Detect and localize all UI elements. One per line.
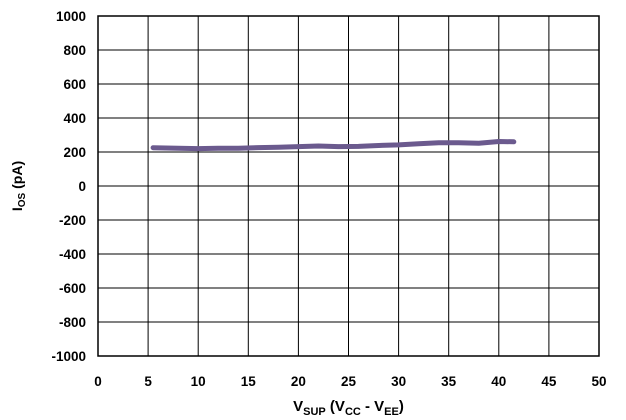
y-tick-label: 200 [63,145,86,160]
x-tick-label: 40 [491,374,506,389]
y-tick-label: 800 [63,43,86,58]
y-tick-label: -800 [59,315,86,330]
y-tick-label: 1000 [56,9,86,24]
x-tick-label: 25 [341,374,357,389]
y-tick-labels: 1000 800 600 400 200 0 -200 -400 -600 -800 -1000 [51,9,86,364]
y-tick-label: 0 [78,179,86,194]
x-tick-label: 35 [441,374,457,389]
x-tick-label: 5 [144,374,152,389]
plot-frame [97,15,600,357]
y-tick-label: 400 [63,111,86,126]
y-tick-label: -200 [59,213,86,228]
x-tick-label: 0 [94,374,102,389]
x-tick-label: 45 [541,374,557,389]
x-tick-label: 30 [391,374,406,389]
y-tick-label: -1000 [51,349,86,364]
grid [97,15,600,357]
x-tick-label: 15 [241,374,257,389]
x-tick-labels: 0 5 10 15 20 25 30 35 40 45 50 [94,374,606,389]
y-axis-title: IOS (pA) [9,161,28,211]
y-tick-label: -600 [59,281,86,296]
x-tick-label: 20 [291,374,306,389]
series-layer [150,139,517,152]
y-tick-label: 600 [63,77,86,92]
y-tick-label: -400 [59,247,86,262]
x-tick-label: 10 [191,374,206,389]
x-axis-title: VSUP (VCC - VEE) [293,398,404,418]
series-line [150,139,517,152]
x-tick-label: 50 [591,374,606,389]
